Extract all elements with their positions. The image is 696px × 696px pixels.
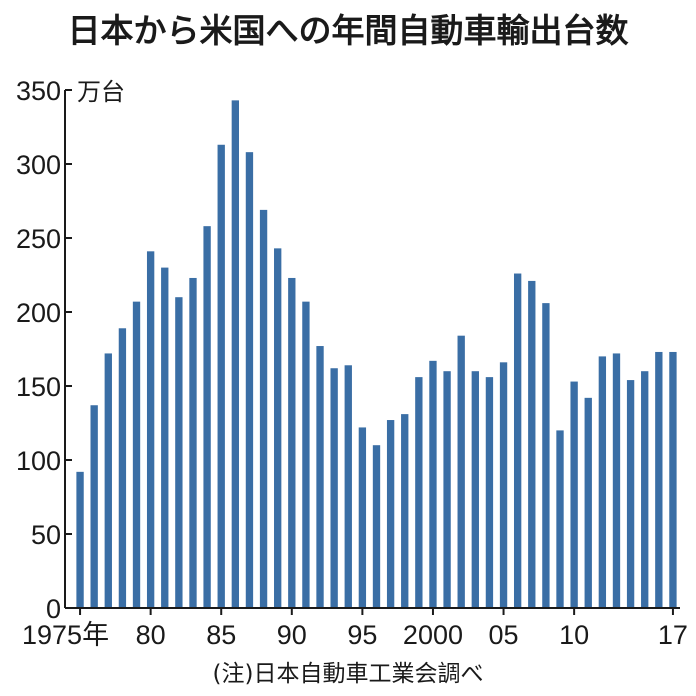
chart-title: 日本から米国への年間自動車輸出台数 [67, 11, 629, 50]
x-tick-label-1975: 1975年 [22, 620, 109, 650]
bar-1976 [90, 405, 98, 608]
x-tick-label-2000: 2000 [403, 620, 463, 650]
bar-1983 [189, 277, 197, 608]
bar-2001 [443, 371, 451, 608]
bar-1986 [231, 100, 240, 609]
bar-2016 [655, 351, 663, 608]
bar-1989 [274, 248, 282, 609]
bar-2009 [556, 430, 564, 608]
bar-1992 [316, 346, 324, 608]
y-tick-label-50: 50 [31, 520, 61, 550]
x-tick-label-1985: 85 [206, 620, 236, 650]
bar-1994 [344, 365, 352, 608]
y-tick-label-300: 300 [16, 150, 61, 180]
bar-1988 [259, 209, 268, 608]
bar-1997 [386, 420, 395, 608]
bar-1984 [203, 226, 211, 608]
x-tick-label-1980: 80 [136, 620, 166, 650]
bar-2015 [641, 371, 649, 608]
bar-1995 [358, 427, 367, 608]
axes-group [64, 89, 680, 615]
y-tick-label-200: 200 [16, 298, 61, 328]
bar-1991 [302, 301, 310, 608]
bar-1993 [330, 368, 338, 608]
y-unit-label: 万台 [77, 78, 125, 106]
y-tick-label-0: 0 [46, 594, 61, 624]
bar-2012 [598, 356, 607, 608]
bar-2000 [429, 360, 437, 608]
x-tick-label-2005: 05 [489, 620, 519, 650]
y-tick-label-100: 100 [16, 446, 61, 476]
bar-2017 [669, 351, 677, 608]
x-tick-label-1990: 90 [277, 620, 307, 650]
bar-2002 [457, 335, 465, 608]
y-tick-label-150: 150 [16, 372, 61, 402]
bar-1987 [245, 152, 254, 608]
bar-2014 [626, 380, 635, 608]
bar-2010 [570, 381, 578, 608]
bar-1996 [372, 445, 381, 608]
bar-1980 [146, 251, 155, 608]
bar-2006 [513, 273, 522, 608]
bar-1975 [76, 471, 84, 608]
bar-1977 [104, 353, 112, 608]
bar-1978 [118, 328, 127, 608]
bar-2003 [471, 371, 479, 608]
x-tick-label-1995: 95 [347, 620, 377, 650]
bar-1998 [401, 414, 409, 608]
x-tick-label-2017: 17 [658, 620, 688, 650]
bar-1979 [132, 301, 141, 608]
bar-2011 [584, 397, 592, 608]
y-tick-label-350: 350 [16, 76, 61, 106]
bar-1982 [175, 297, 183, 608]
source-note: (注)日本自動車工業会調べ [212, 661, 484, 687]
bar-1985 [217, 144, 225, 608]
bar-2013 [612, 353, 621, 608]
y-tick-label-250: 250 [16, 224, 61, 254]
bar-2005 [499, 362, 508, 608]
bar-1999 [415, 377, 423, 608]
x-tick-label-2010: 10 [559, 620, 589, 650]
bar-1981 [161, 267, 169, 608]
bar-2007 [528, 280, 536, 608]
bar-1990 [288, 277, 296, 608]
bar-2004 [485, 377, 494, 608]
bars-group [76, 100, 677, 609]
bar-2008 [542, 303, 550, 608]
